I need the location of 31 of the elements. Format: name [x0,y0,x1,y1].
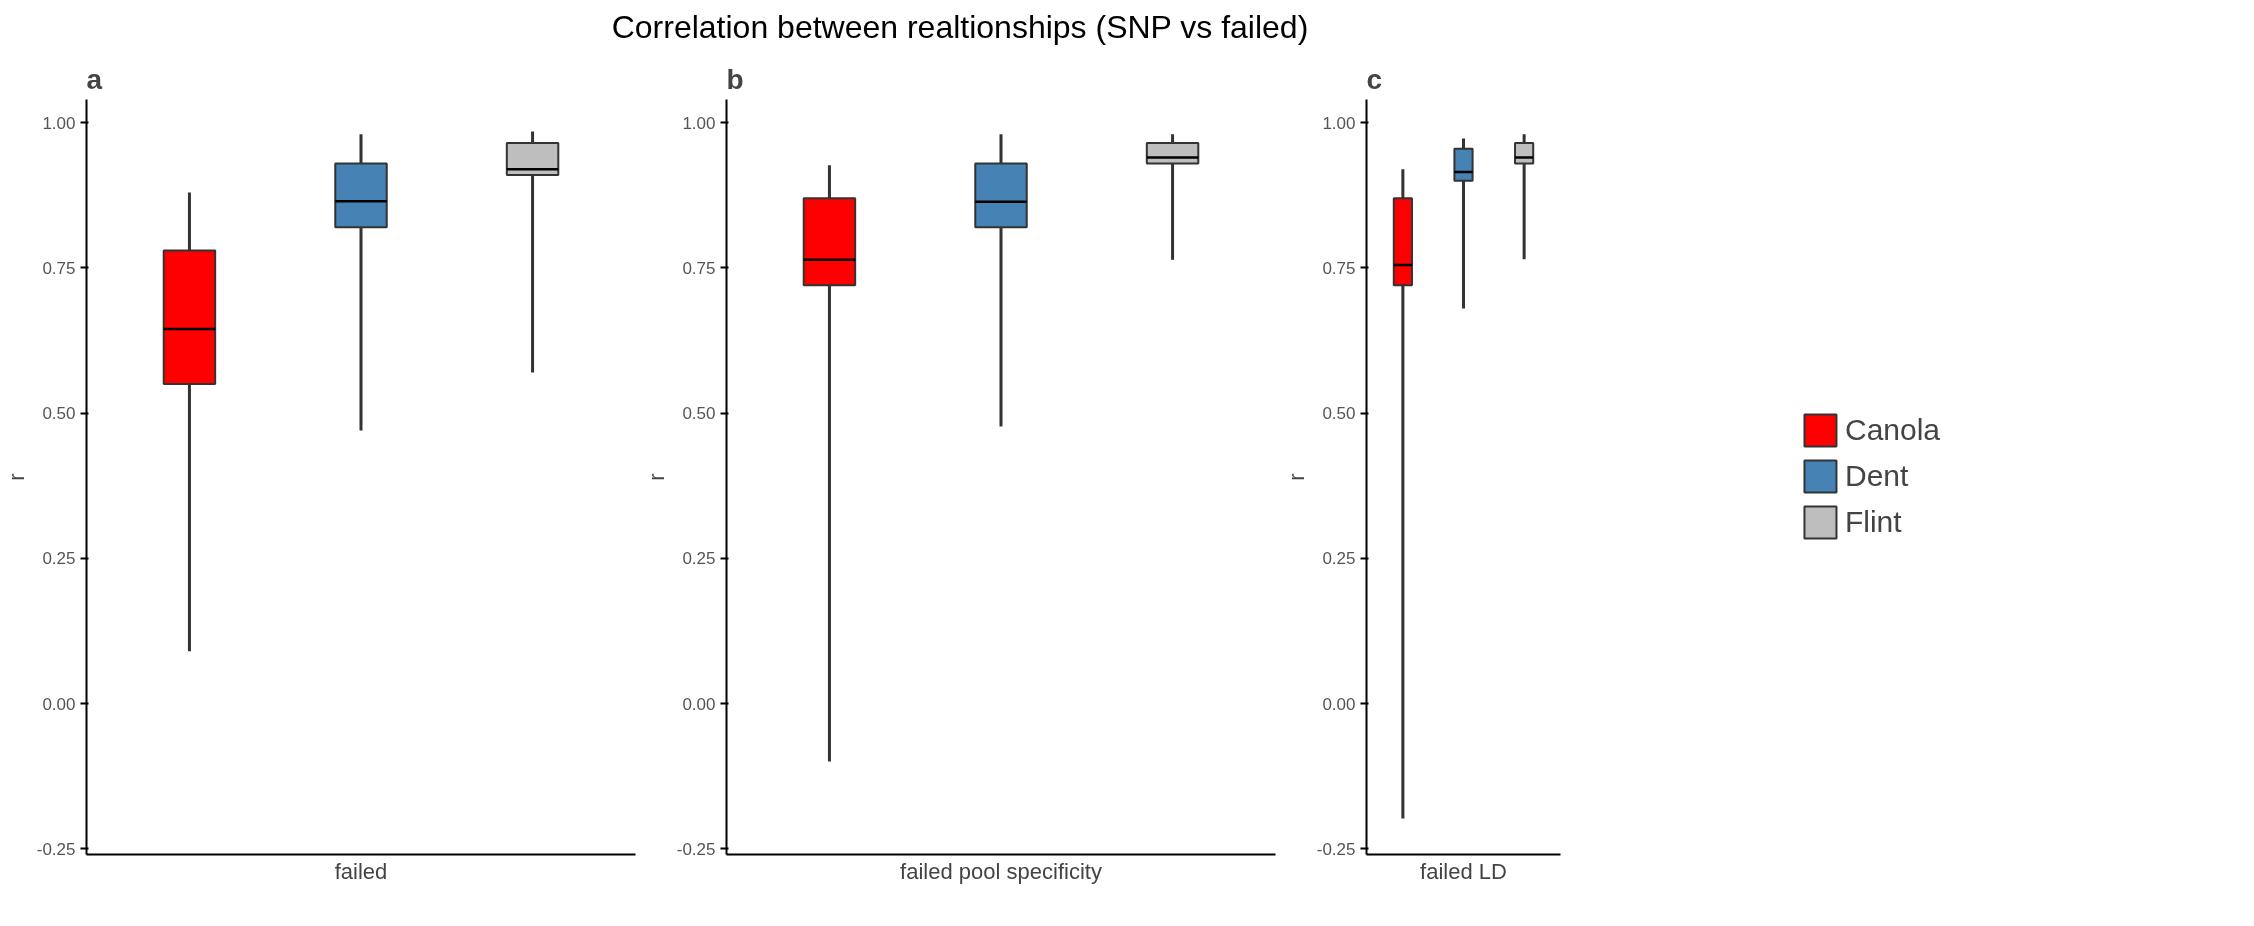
y-tick-label: 0.00 [42,694,76,714]
y-tick-label: 0.75 [42,258,76,278]
text: a [86,63,103,95]
y-tick-label: -0.25 [36,839,76,859]
legend-label: Dent [1844,459,1909,494]
y-tick-label: 0.75 [682,258,716,278]
y-tick-label: 0.00 [682,694,716,714]
y-tick-label: 0.50 [42,403,76,423]
y-tick-label: 0.50 [682,403,716,423]
y-axis-title: r [643,473,669,481]
y-axis-title: r [3,473,29,481]
text: b [726,63,744,95]
legend-label: Canola [1844,413,1941,448]
y-tick-label: 1.00 [42,113,76,133]
legend-label: Flint [1844,505,1902,540]
x-axis-title: failed LD [1420,858,1507,884]
y-tick-label: 0.25 [42,549,76,569]
x-axis-title: failed [334,858,388,884]
y-tick-label: -0.25 [676,839,716,859]
y-tick-label: 1.00 [682,113,716,133]
text: c [1366,63,1383,95]
y-tick-label: 0.75 [1322,258,1356,278]
x-axis-title: failed pool specificity [900,858,1102,884]
y-axis-title: r [1283,473,1309,481]
y-tick-label: 0.00 [1322,694,1356,714]
y-tick-label: 0.25 [1322,549,1356,569]
chart-title: Correlation between realtionships (SNP vs failed) [611,8,1309,47]
y-tick-label: 0.50 [1322,403,1356,423]
y-tick-label: 0.25 [682,549,716,569]
y-tick-label: 1.00 [1322,113,1356,133]
y-tick-label: -0.25 [1316,839,1356,859]
